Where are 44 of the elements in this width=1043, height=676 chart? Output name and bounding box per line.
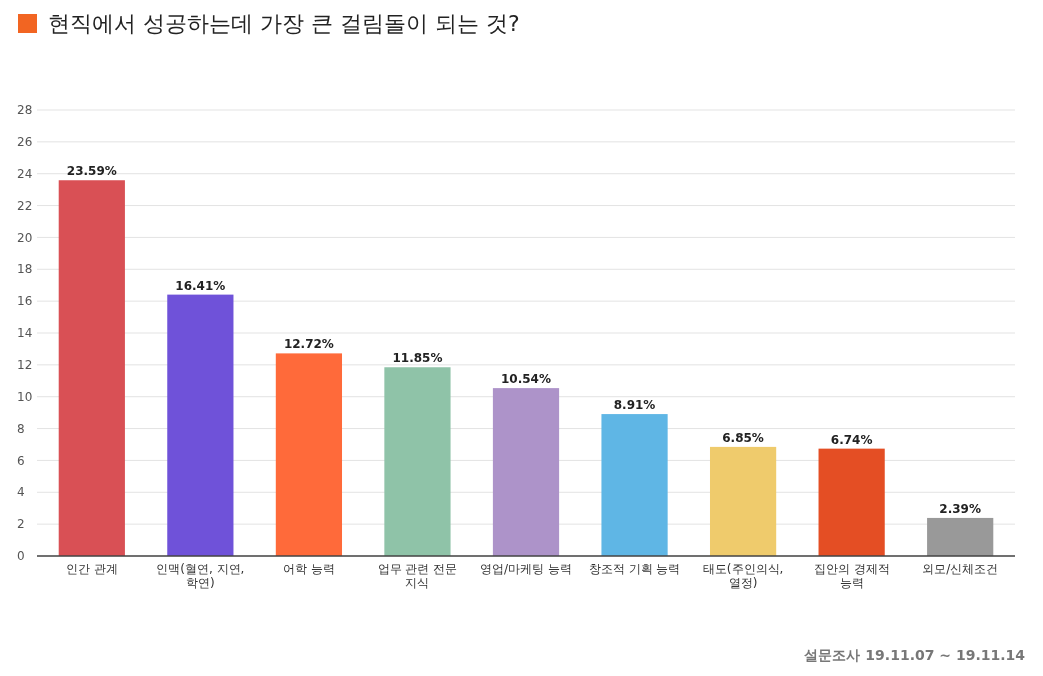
bar <box>492 388 560 556</box>
chart-title: 현직에서 성공하는데 가장 큰 걸림돌이 되는 것? <box>48 11 520 36</box>
bar <box>709 446 777 556</box>
data-label: 2.39% <box>939 501 981 516</box>
y-tick-label: 12 <box>17 358 33 373</box>
bar <box>818 448 885 556</box>
bar <box>384 367 451 556</box>
x-tick-label: 외모/신체조건 <box>922 562 999 576</box>
y-tick-label: 2 <box>17 517 25 532</box>
data-label: 23.59% <box>66 164 117 179</box>
x-tick-label: 태도(주인의식, 열정) <box>702 562 784 590</box>
y-tick-label: 28 <box>17 103 33 118</box>
y-tick-label: 10 <box>17 389 33 404</box>
bar <box>927 517 994 556</box>
bar <box>601 414 668 556</box>
y-tick-label: 4 <box>17 485 25 500</box>
bar <box>167 294 234 556</box>
y-tick-label: 14 <box>17 326 33 341</box>
y-tick-label: 26 <box>17 135 33 150</box>
data-label: 16.41% <box>175 278 226 293</box>
y-tick-label: 24 <box>17 166 33 181</box>
x-tick-label: 창조적 기획 능력 <box>588 562 681 576</box>
y-tick-label: 16 <box>17 294 33 309</box>
data-label: 8.91% <box>613 398 656 413</box>
y-tick-label: 18 <box>17 262 33 277</box>
x-tick-label: 업무 관련 전문 지식 <box>377 562 458 590</box>
bar <box>58 180 125 556</box>
x-tick-label: 인간 관계 <box>65 562 118 576</box>
data-label: 10.54% <box>501 372 551 387</box>
y-tick-label: 22 <box>17 198 33 213</box>
text: 설문조사 19.11.07 ~ 19.11.14 <box>804 647 1026 663</box>
x-tick-label: 집안의 경제적 능력 <box>813 562 890 590</box>
y-tick-label: 6 <box>17 453 25 468</box>
x-tick-label: 영업/마케팅 능력 <box>480 562 572 576</box>
data-label: 11.85% <box>392 351 443 366</box>
data-label: 6.74% <box>830 432 873 447</box>
data-label: 6.85% <box>722 430 764 445</box>
y-tick-label: 0 <box>17 549 25 564</box>
y-tick-label: 20 <box>17 230 33 245</box>
y-tick-label: 8 <box>17 421 25 436</box>
x-tick-label: 인맥(혈연, 지연, 학연) <box>156 562 245 590</box>
bar <box>275 353 343 556</box>
x-tick-label: 어학 능력 <box>282 562 335 576</box>
data-label: 12.72% <box>283 337 334 352</box>
